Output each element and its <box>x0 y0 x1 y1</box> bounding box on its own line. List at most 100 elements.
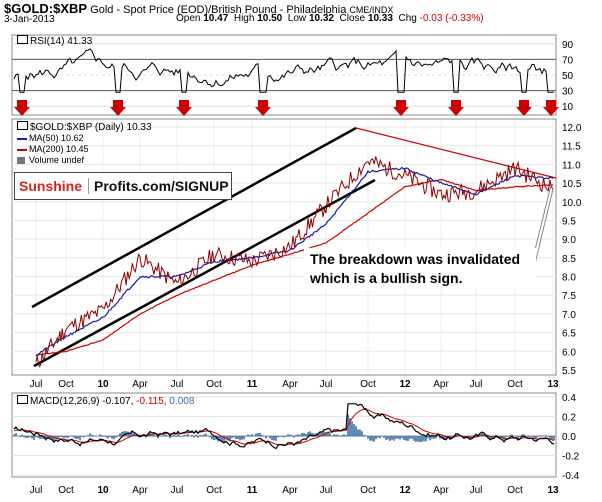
macd-panel: 0.4 0.2 0.0 -0.2 -0.4 <box>11 392 580 482</box>
annotation-line-1: The breakdown was invalidated <box>310 251 521 267</box>
macd-sep-1: , <box>130 396 137 407</box>
x-tick-label: Oct <box>58 379 74 390</box>
x-tick-label: Jul <box>171 379 184 390</box>
macd-histogram-bar <box>485 436 487 438</box>
x-tick-label: Oct <box>360 379 376 390</box>
macd-histogram-bar <box>367 436 369 439</box>
rsi-level-label: 90 <box>562 40 574 51</box>
macd-level-label: 0.0 <box>562 432 576 443</box>
y-tick-label: 11.5 <box>562 142 581 153</box>
ohlc-readout: Open 10.47 High 10.50 Low 10.32 Close 10… <box>176 13 484 24</box>
macd-histogram-bar <box>399 436 401 440</box>
lower-channel-line <box>33 178 376 368</box>
macd-histogram-bar <box>61 436 63 438</box>
macd-histogram-bar <box>301 433 303 437</box>
y-tick-label: 10.0 <box>562 198 582 209</box>
y-tick-label: 11.0 <box>562 160 581 171</box>
annotation-line-2: which is a bullish sign. <box>310 270 463 286</box>
macd-histogram-bar <box>227 436 229 441</box>
macd-histogram-bar <box>391 436 393 440</box>
macd-histogram-bar <box>271 436 273 440</box>
open-label: Open <box>176 13 201 24</box>
macd-title: MACD(12,26,9) -0.107, -0.115, 0.008 <box>17 395 194 407</box>
macd-histogram-bar <box>123 431 125 437</box>
macd-histogram-bar <box>549 436 551 439</box>
macd-histogram-bar <box>479 433 481 437</box>
macd-histogram-bar <box>507 436 509 437</box>
macd-histogram-bar <box>321 432 323 437</box>
macd-histogram-bar <box>199 434 201 437</box>
macd-histogram-bar <box>239 436 241 441</box>
rsi-buy-arrow-icon <box>393 100 409 116</box>
macd-histogram-bar <box>547 436 549 437</box>
x-tick-label: 12 <box>399 379 411 390</box>
macd-histogram-bar <box>97 436 99 437</box>
macd-histogram-bar <box>19 436 21 438</box>
annotation-pointer-2 <box>533 188 554 269</box>
macd-histogram-bar <box>153 434 155 437</box>
macd-histogram-bar <box>431 436 433 439</box>
macd-histogram-bar <box>351 421 353 437</box>
macd-histogram-bar <box>229 436 231 442</box>
macd-signal-value: -0.115 <box>136 396 164 407</box>
rsi-level-label: 50 <box>562 71 574 82</box>
legend-volume-text: Volume undef <box>29 155 85 165</box>
macd-histogram-bar <box>111 436 113 439</box>
macd-histogram-bar <box>397 436 399 439</box>
macd-histogram-bar <box>205 433 207 437</box>
macd-histogram-bar <box>531 436 533 437</box>
macd-histogram-bar <box>29 436 31 438</box>
macd-histogram-bar <box>511 434 513 437</box>
macd-histogram-bar <box>85 435 87 437</box>
macd-histogram-bar <box>409 436 411 439</box>
macd-histogram-bar <box>49 436 51 440</box>
legend-ma50-text: MA(50) 10.62 <box>29 133 84 143</box>
macd-histogram-bar <box>529 436 531 437</box>
macd-histogram-bar <box>343 434 345 437</box>
macd-histogram-bar <box>277 436 279 438</box>
macd-histogram-bar <box>245 435 247 437</box>
macd-histogram-bar <box>435 436 437 439</box>
rsi-buy-arrow-icon <box>516 100 532 116</box>
macd-histogram-bar <box>361 431 363 437</box>
macd-histogram-bar <box>363 434 365 437</box>
x-tick-label: 10 <box>97 485 109 496</box>
y-tick-label: 6.5 <box>562 329 576 340</box>
macd-histogram-bar <box>375 436 377 440</box>
macd-histogram-bar <box>433 436 435 439</box>
macd-value: -0.107 <box>102 396 131 407</box>
macd-histogram-bar <box>157 436 159 439</box>
macd-histogram-bar <box>539 435 541 437</box>
macd-histogram-bar <box>335 434 337 437</box>
macd-histogram-bar <box>219 436 221 442</box>
macd-histogram-bar <box>519 436 521 437</box>
macd-histogram-bar <box>283 436 285 438</box>
macd-histogram-bar <box>235 436 237 440</box>
macd-histogram-bar <box>269 436 271 439</box>
macd-histogram-bar <box>509 435 511 437</box>
macd-histogram-bar <box>521 434 523 437</box>
macd-histogram-bar <box>35 436 37 438</box>
macd-histogram-bar <box>195 434 197 437</box>
macd-histogram-bar <box>51 436 53 440</box>
symbol: $GOLD:$XBP <box>4 1 88 16</box>
macd-histogram-bar <box>209 436 211 437</box>
rsi-title: RSI(14) 41.33 <box>17 35 92 47</box>
macd-histogram-bar <box>113 436 115 440</box>
macd-histogram-bar <box>221 436 223 442</box>
macd-histogram-bar <box>161 436 163 437</box>
x-tick-label: Jul <box>470 485 483 496</box>
macd-histogram-bar <box>289 434 291 437</box>
macd-histogram-bar <box>395 436 397 439</box>
macd-sep-2: , <box>163 396 170 407</box>
macd-histogram-bar <box>89 433 91 437</box>
macd-histogram-bar <box>353 424 355 437</box>
x-tick-label: Jul <box>320 485 333 496</box>
macd-histogram-bar <box>143 435 145 437</box>
macd-histogram-bar <box>341 435 343 437</box>
legend-ma200: MA(200) 10.45 <box>17 144 89 155</box>
x-tick-label: Oct <box>507 485 523 496</box>
macd-histogram-bar <box>159 435 161 437</box>
macd-histogram-bar <box>41 436 43 439</box>
close-value: 10.33 <box>367 13 393 24</box>
